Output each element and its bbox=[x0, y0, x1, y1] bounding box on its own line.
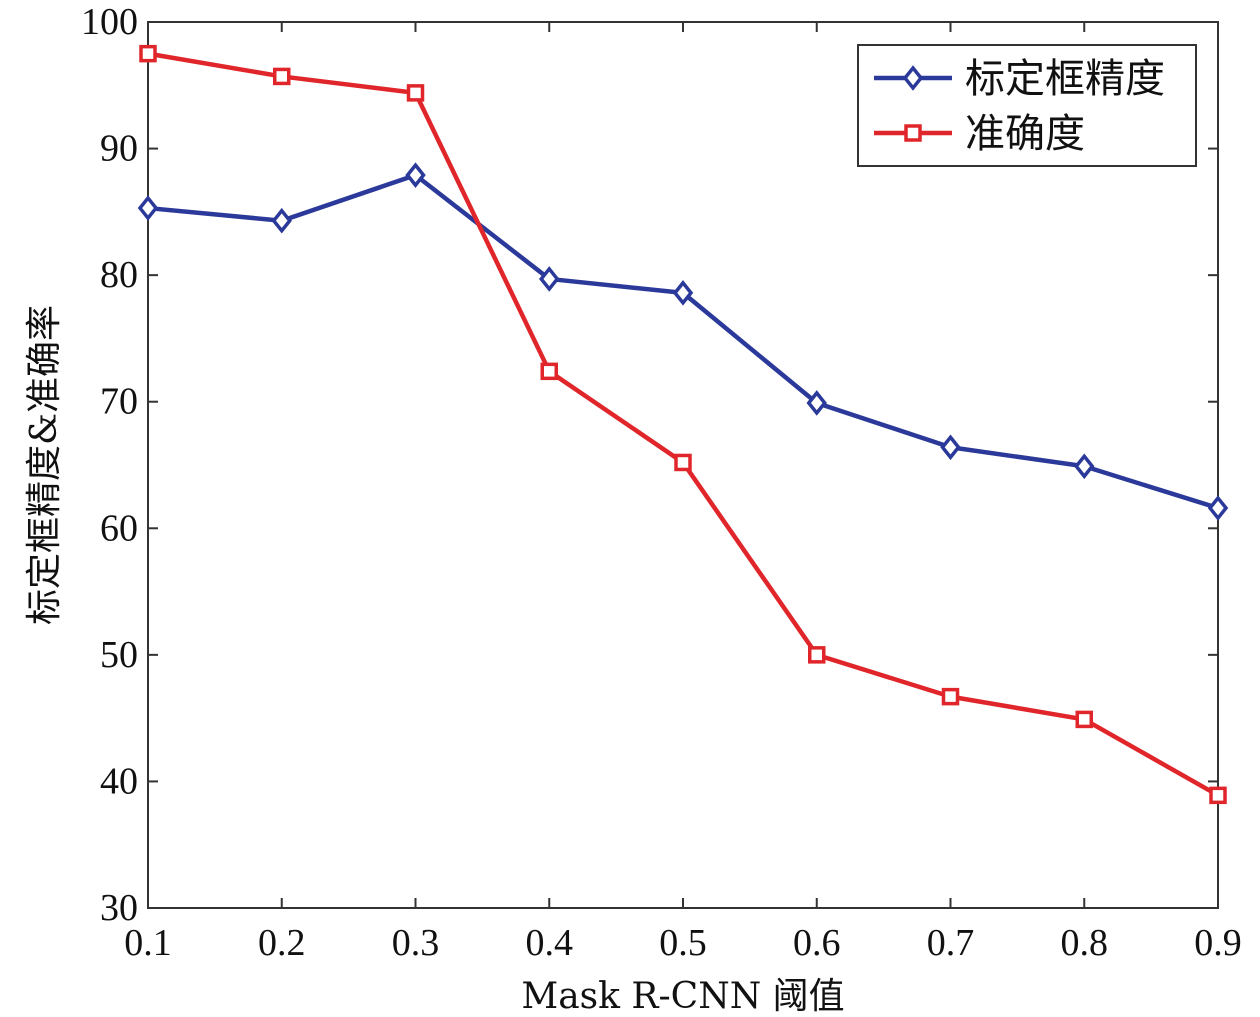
data-point bbox=[1209, 786, 1227, 805]
data-point bbox=[137, 195, 159, 221]
x-tick-label: 0.5 bbox=[659, 922, 707, 964]
legend-label: 准确度 bbox=[965, 111, 1085, 157]
data-point bbox=[539, 266, 560, 292]
x-tick-label: 0.8 bbox=[1061, 922, 1109, 964]
data-point bbox=[273, 67, 291, 86]
series-box-precision bbox=[137, 162, 1229, 521]
legend-marker bbox=[902, 65, 924, 91]
x-tick-label: 0.7 bbox=[927, 922, 975, 964]
x-tick-label: 0.9 bbox=[1194, 922, 1242, 964]
y-tick-label: 70 bbox=[100, 381, 138, 423]
y-axis-label: 标定框精度&准确率 bbox=[24, 305, 65, 625]
y-tick-label: 80 bbox=[100, 254, 138, 296]
data-point bbox=[405, 162, 426, 188]
data-point bbox=[1075, 710, 1093, 729]
data-point bbox=[271, 207, 292, 234]
data-point bbox=[406, 84, 425, 102]
legend-label: 标定框精度 bbox=[965, 56, 1165, 102]
x-tick-label: 0.2 bbox=[258, 922, 306, 964]
legend-box bbox=[857, 44, 1197, 167]
legend-marker bbox=[904, 124, 922, 142]
legend-item: 标定框精度 bbox=[874, 56, 1165, 102]
series-accuracy bbox=[139, 44, 1227, 805]
data-point bbox=[1074, 453, 1095, 480]
data-point bbox=[674, 453, 692, 472]
data-point bbox=[672, 280, 694, 306]
data-point bbox=[139, 44, 157, 63]
y-tick-label: 30 bbox=[100, 887, 138, 929]
data-point bbox=[940, 434, 961, 461]
data-point bbox=[941, 687, 960, 706]
data-point bbox=[540, 362, 558, 381]
y-tick-label: 90 bbox=[100, 128, 138, 170]
y-tick-label: 50 bbox=[100, 634, 138, 676]
x-axis-label: Mask R-CNN 阈值 bbox=[521, 976, 844, 1017]
x-tick-label: 0.1 bbox=[124, 922, 172, 964]
data-point bbox=[806, 390, 827, 416]
legend-item: 准确度 bbox=[874, 111, 1085, 157]
x-tick-label: 0.4 bbox=[526, 922, 574, 964]
data-point bbox=[1207, 495, 1229, 521]
x-tick-label: 0.6 bbox=[793, 922, 841, 964]
data-point bbox=[808, 646, 826, 664]
y-tick-label: 60 bbox=[100, 507, 138, 549]
y-tick-label: 100 bbox=[81, 1, 138, 43]
y-tick-label: 40 bbox=[100, 760, 138, 802]
x-tick-label: 0.3 bbox=[392, 922, 440, 964]
